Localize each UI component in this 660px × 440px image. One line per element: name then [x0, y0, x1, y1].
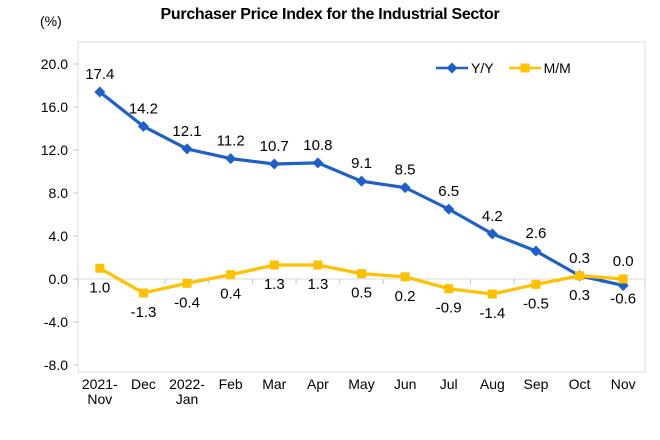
data-label: -1.3 [130, 304, 156, 321]
data-label: 14.2 [129, 100, 158, 117]
y-axis-tick-label: 12.0 [41, 142, 68, 158]
x-axis-label: Oct [569, 376, 591, 392]
y-axis-tick-label: 0.0 [49, 271, 69, 287]
data-label: 0.3 [569, 287, 590, 304]
data-label: 2.6 [526, 225, 547, 242]
marker-diamond [530, 245, 542, 257]
legend-item-mm: M/M [508, 60, 571, 76]
y-axis-tick-label: 4.0 [49, 228, 69, 244]
marker-diamond [94, 86, 106, 98]
plot-border [77, 41, 646, 373]
legend-label-mm: M/M [543, 60, 571, 76]
data-label: 0.3 [569, 250, 590, 267]
marker-square [182, 278, 192, 288]
marker-square [531, 279, 541, 289]
x-axis-label: Mar [262, 376, 286, 392]
series-line-yy [98, 90, 625, 288]
data-label: 0.0 [613, 253, 634, 270]
marker-square [95, 263, 105, 273]
x-axis-label: Sep [524, 376, 549, 392]
legend-label-yy: Y/Y [471, 60, 494, 76]
y-axis-unit-label: (%) [40, 13, 62, 29]
legend-item-yy: Y/Y [436, 60, 494, 76]
x-axis-label: Feb [219, 376, 243, 392]
x-axis-label: Jul [440, 376, 458, 392]
data-label: 9.1 [351, 155, 372, 172]
marker-diamond [312, 157, 324, 169]
data-label: -0.9 [436, 300, 462, 317]
marker-square [400, 272, 410, 282]
x-axis-label: Jan [176, 391, 199, 407]
data-label: 11.2 [217, 133, 245, 150]
x-axis-label: May [348, 376, 374, 392]
data-label: 6.5 [438, 183, 459, 200]
data-label: -0.4 [174, 294, 200, 311]
marker-square [618, 274, 628, 284]
mm-line-square-swatch-icon [508, 63, 541, 73]
x-axis-label: 2022- [169, 376, 205, 392]
data-label: 8.5 [395, 162, 416, 179]
marker-diamond [137, 120, 149, 132]
marker-diamond [356, 175, 367, 187]
data-label: 12.1 [172, 123, 201, 140]
data-label: 1.3 [307, 276, 328, 293]
chart-legend: Y/Y M/M [436, 60, 571, 76]
x-axis-label: Nov [611, 376, 636, 392]
data-label: 1.0 [89, 279, 110, 296]
y-axis-tick-label: 16.0 [41, 99, 68, 115]
data-label: 17.4 [85, 66, 114, 83]
x-axis-label: Dec [131, 376, 156, 392]
data-label: 0.4 [220, 286, 241, 303]
marker-square [357, 269, 366, 279]
marker-diamond [486, 228, 498, 240]
marker-square [138, 288, 148, 298]
marker-square [487, 289, 497, 299]
marker-diamond [399, 182, 411, 194]
data-label: 10.7 [260, 138, 289, 155]
marker-square [444, 284, 454, 294]
data-label: -1.4 [479, 305, 505, 322]
data-label: 0.5 [351, 285, 372, 302]
yy-line-diamond-swatch-icon [436, 62, 468, 74]
marker-diamond [268, 158, 280, 170]
x-axis-label: Apr [307, 376, 329, 392]
marker-diamond [225, 153, 237, 165]
marker-square [313, 260, 323, 270]
marker-square [575, 271, 585, 281]
x-axis-label: Jun [394, 376, 417, 392]
y-axis-tick-label: 8.0 [49, 185, 69, 201]
data-label: 10.8 [303, 137, 332, 154]
marker-diamond [181, 143, 193, 155]
y-axis-tick-label: -8.0 [44, 357, 68, 373]
data-label: 1.3 [264, 276, 285, 293]
data-label: -0.5 [523, 295, 549, 312]
marker-square [269, 260, 279, 270]
y-axis-tick-label: 20.0 [41, 56, 68, 72]
x-axis-label: 2021- [82, 376, 118, 392]
x-axis-label: Aug [480, 376, 505, 392]
marker-diamond [443, 203, 455, 215]
data-label: -0.6 [610, 290, 636, 307]
data-label: 4.2 [482, 208, 503, 225]
x-axis-label: Nov [87, 391, 112, 407]
y-axis-tick-label: -4.0 [44, 314, 68, 330]
marker-square [226, 270, 236, 280]
data-label: 0.2 [395, 288, 416, 305]
chart-title: Purchaser Price Index for the Industrial… [160, 6, 500, 23]
